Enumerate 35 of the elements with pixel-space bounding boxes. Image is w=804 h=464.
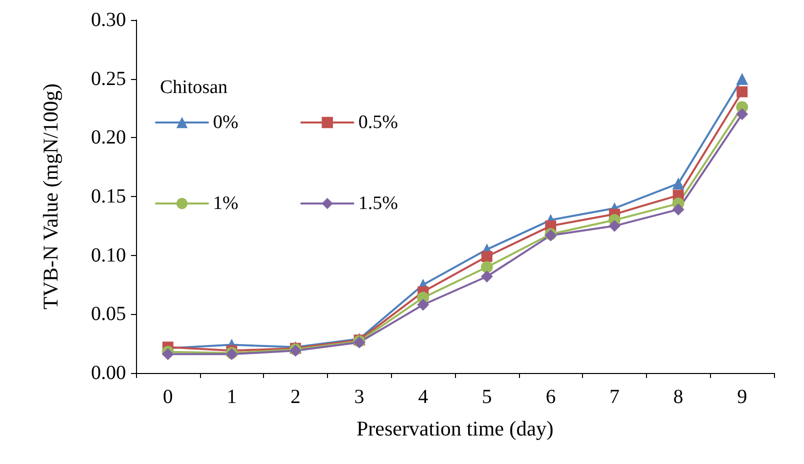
point	[672, 203, 684, 216]
x-tick-label: 2	[290, 386, 300, 408]
y-tick-label: 0.30	[91, 9, 126, 31]
x-tick-label: 0	[162, 386, 173, 408]
x-tick-label: 3	[354, 386, 364, 408]
y-tick-label: 0.00	[91, 362, 126, 384]
y-tick-label: 0.10	[91, 244, 126, 266]
legend-label: 0.5%	[358, 112, 398, 133]
y-axis-title: TVB-N Value (mgN/100g)	[38, 84, 62, 310]
point	[417, 298, 430, 311]
legend-label: 1%	[213, 193, 238, 214]
x-tick-label: 6	[546, 386, 556, 408]
point	[480, 270, 493, 283]
point	[736, 72, 748, 85]
point	[736, 108, 748, 120]
y-tick-label: 0.05	[91, 303, 126, 326]
y-tick-label: 0.25	[91, 68, 126, 90]
point	[672, 178, 684, 190]
x-tick-label: 7	[610, 386, 620, 408]
point	[162, 348, 174, 360]
legend-label: 0%	[213, 112, 238, 133]
x-tick-label: 1	[226, 386, 237, 408]
legend-label: 1.5%	[358, 193, 398, 214]
x-tick-label: 4	[418, 386, 428, 408]
x-axis-title: Preservation time (day)	[356, 416, 554, 440]
x-tick-label: 8	[673, 386, 684, 408]
point	[608, 220, 620, 232]
legend-title: Chitosan	[160, 77, 228, 98]
y-tick-label: 0.20	[91, 126, 126, 149]
y-tick-label: 0.15	[91, 186, 126, 208]
x-tick-label: 5	[482, 386, 492, 408]
point	[481, 251, 492, 262]
x-tick-label: 9	[737, 386, 748, 408]
point	[736, 86, 748, 98]
point	[480, 261, 493, 274]
